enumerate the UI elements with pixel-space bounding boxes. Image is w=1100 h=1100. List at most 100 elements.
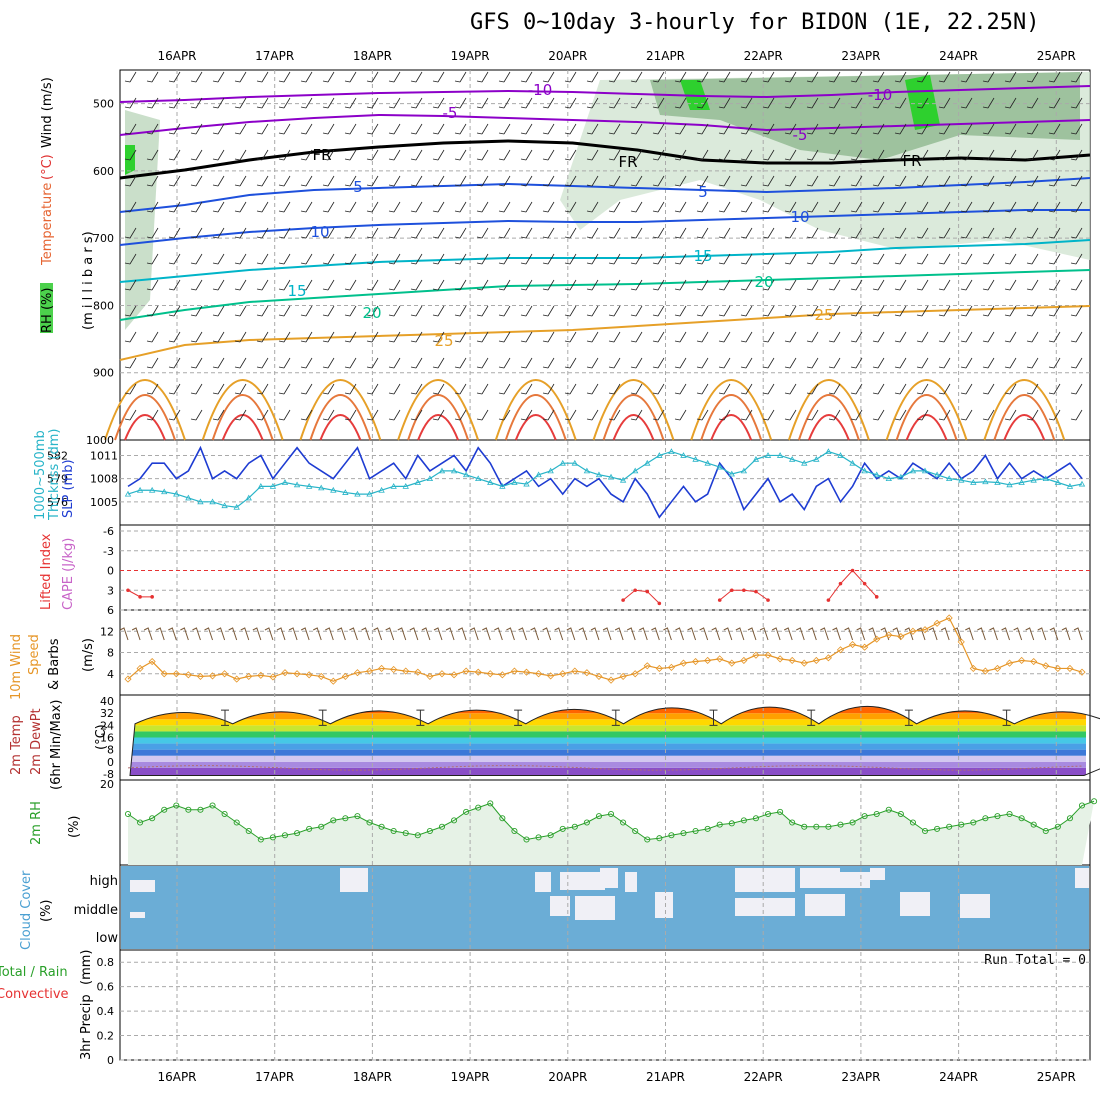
warm-contour — [201, 379, 284, 441]
wind-barb — [586, 227, 599, 239]
wind-barb — [432, 279, 445, 291]
wind-barb-10m — [542, 627, 552, 641]
thick-point — [1030, 476, 1037, 483]
thick-point — [595, 471, 603, 478]
wind-barb — [564, 357, 577, 369]
wind-barb — [916, 149, 929, 161]
wind-barb — [916, 357, 929, 369]
wind-barb-10m — [156, 627, 165, 641]
rh-point — [813, 823, 820, 830]
wind-barb — [366, 149, 379, 161]
rh-point — [632, 827, 639, 835]
rh-point — [137, 819, 144, 826]
wind-barb — [146, 305, 159, 317]
rh-point — [294, 830, 301, 837]
wind-barb — [586, 409, 599, 421]
wind-barb — [850, 357, 863, 369]
warm-contour — [700, 394, 763, 441]
thick-point — [982, 478, 989, 485]
wind-barb — [388, 71, 401, 83]
wind-barb-10m — [228, 627, 238, 641]
wind-barb — [608, 71, 621, 83]
thick-point — [619, 476, 627, 483]
thick-point — [293, 481, 301, 488]
wind-barb — [322, 227, 335, 239]
wind-barb — [872, 227, 885, 239]
rh-point — [849, 819, 856, 826]
wind-barb — [960, 71, 973, 83]
wind-barb — [784, 357, 797, 369]
wind-barb — [608, 305, 621, 317]
wind-barb — [168, 175, 181, 187]
minmax-bar — [611, 709, 620, 726]
warm-contour — [319, 414, 362, 441]
thick-point — [354, 490, 361, 497]
label-thick1: 1000~500mb — [33, 430, 48, 520]
date-label-top: 19APR — [451, 49, 490, 63]
wind-barb-10m — [1025, 627, 1035, 641]
wind-barb-10m — [433, 627, 443, 641]
thick-point — [402, 483, 409, 489]
thick-tick: 576 — [47, 496, 68, 509]
wind-barb — [432, 71, 445, 83]
wind-barb — [366, 97, 379, 109]
wind-barb — [124, 383, 137, 395]
wind-barb — [1026, 123, 1039, 135]
isotherm-label: FR — [902, 152, 921, 170]
wind-barb — [1048, 279, 1061, 291]
thick-line — [127, 450, 1083, 508]
wind-barb — [366, 279, 379, 291]
label-temp2m: 2m Temp — [9, 715, 24, 775]
thick-point — [559, 459, 566, 466]
wind-barb — [1004, 201, 1017, 213]
wind-speed-point — [969, 664, 977, 673]
wind-barb — [894, 279, 907, 291]
wind-barb — [762, 201, 775, 213]
wind-barb — [498, 227, 511, 239]
rh-point — [837, 821, 844, 828]
wind-speed-point — [269, 673, 277, 681]
wind-barb-10m — [337, 627, 346, 641]
wind-barb — [784, 227, 797, 239]
dewpoint-line — [127, 765, 1083, 771]
cloud-gap — [900, 892, 930, 916]
wind-barb — [1048, 149, 1061, 161]
date-label-bottom: 21APR — [646, 1070, 685, 1084]
wind-barb — [586, 305, 599, 317]
wind-barb — [454, 305, 467, 317]
wind-barb — [960, 357, 973, 369]
wind-barb — [608, 97, 621, 109]
date-label-top: 20APR — [548, 49, 587, 63]
wind-barb — [828, 227, 841, 239]
cloud-gap — [340, 868, 368, 892]
thick-point — [728, 470, 735, 477]
wind-barb — [982, 331, 995, 343]
wind-barb-10m — [457, 627, 467, 641]
cloud-gap — [560, 872, 605, 890]
wind-barb — [388, 123, 401, 135]
wind-barb — [124, 253, 137, 265]
wind-barb — [894, 71, 907, 83]
date-label-top: 21APR — [646, 49, 685, 63]
wind-barb — [894, 175, 907, 187]
wind-barb — [212, 253, 225, 265]
wind-barb-10m — [614, 627, 624, 641]
wind-speed-point — [607, 676, 615, 684]
thick-point — [849, 459, 856, 466]
thick-point — [704, 459, 711, 466]
rh-point — [149, 815, 156, 822]
wind-speed-line — [127, 617, 1083, 682]
wind-barb — [212, 331, 225, 343]
wind-barb-10m — [880, 627, 890, 641]
cloud-gap — [840, 872, 870, 888]
wind-speed-point — [160, 670, 168, 678]
wind-speed-point — [583, 669, 591, 677]
wind-speed-point — [1066, 664, 1074, 673]
wind-barb — [1070, 201, 1083, 213]
li-line — [127, 589, 153, 598]
isotherm-label: 20 — [754, 273, 773, 291]
wind-barb — [564, 123, 577, 135]
wind-barb — [564, 331, 577, 343]
thick-point — [583, 467, 591, 474]
label-temperature: Temperature — [40, 183, 55, 266]
